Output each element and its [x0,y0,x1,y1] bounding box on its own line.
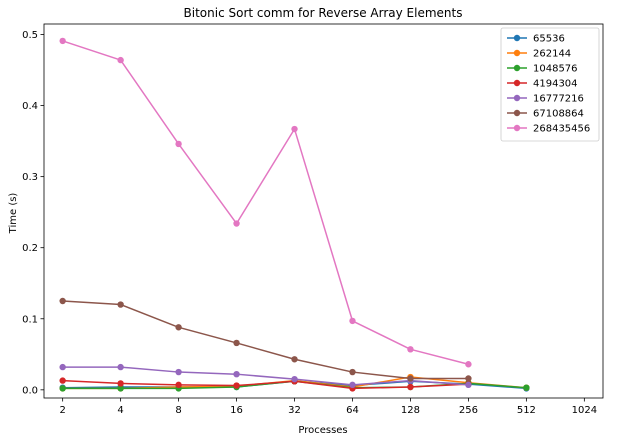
series-268435456 [59,37,472,368]
x-tick-label: 256 [459,405,478,416]
legend-label: 1048576 [533,64,578,75]
data-point-67108864-128 [407,375,414,382]
plot-area [59,37,530,392]
legend-item-65536: 65536 [507,34,565,45]
data-point-67108864-8 [175,324,182,331]
legend-item-262144: 262144 [507,49,571,60]
y-tick-label: 0.3 [22,172,38,183]
data-point-16777216-8 [175,368,182,376]
x-tick-label: 64 [346,405,359,416]
data-point-16777216-2 [59,363,66,371]
data-point-268435456-4 [117,56,124,64]
data-point-268435456-2 [59,37,66,45]
legend-label: 268435456 [533,124,590,135]
legend-label: 65536 [533,34,565,45]
data-point-16777216-32 [291,375,298,383]
x-tick-label: 1024 [572,405,597,416]
data-point-16777216-16 [233,370,240,378]
data-point-16777216-4 [117,363,124,371]
legend-label: 262144 [533,49,571,60]
legend-label: 67108864 [533,109,584,120]
data-point-4194304-128 [407,383,414,391]
data-point-1048576-512 [523,384,530,391]
legend-label: 4194304 [533,79,578,90]
legend-item-16777216: 16777216 [507,94,584,105]
data-point-67108864-16 [233,339,240,347]
y-tick-label: 0.1 [22,314,38,325]
x-tick-label: 512 [517,405,536,416]
axes: 2 4 8 16 32 64 128 256 512 1024 0.0 0.1 0.2 0.3 0.4 0.5 [22,23,604,416]
x-tick-label: 32 [288,405,301,416]
y-tick-label: 0.5 [22,30,38,41]
series-67108864 [59,297,472,382]
series-line-67108864 [62,300,469,380]
data-point-4194304-8 [175,381,182,389]
data-point-67108864-256 [465,375,472,382]
legend-label: 16777216 [533,94,584,105]
axes-frame [43,23,604,399]
x-tick-label: 16 [230,405,243,416]
data-point-16777216-64 [349,381,356,389]
y-tick-label: 0.0 [22,385,38,396]
y-axis-label: Time (s) [8,193,19,235]
y-tick-label: 0.4 [22,101,38,112]
legend-marker [513,109,521,117]
y-tick-label: 0.2 [22,243,38,254]
chart-title: Bitonic Sort comm for Reverse Array Elem… [184,6,463,20]
legend-marker [513,124,521,132]
x-tick-label: 4 [117,405,123,416]
series-line-4194304 [62,379,469,390]
legend: 65536 262144 1048576 4194304 16777216 6710886… [500,27,600,142]
legend-marker [513,49,521,57]
legend-marker [513,34,521,42]
data-point-268435456-16 [233,220,240,227]
data-point-1048576-2 [59,385,66,392]
data-point-67108864-4 [117,301,124,308]
legend-marker [513,64,521,72]
data-point-268435456-128 [407,346,414,353]
legend-item-67108864: 67108864 [507,109,584,120]
x-tick-label: 2 [59,405,65,416]
data-point-268435456-32 [291,125,298,133]
data-point-67108864-2 [59,297,66,305]
data-point-268435456-256 [465,361,472,368]
series-line-16777216 [62,366,469,386]
data-point-4194304-16 [233,382,240,389]
legend-marker [513,94,521,102]
data-point-4194304-4 [117,380,124,387]
data-point-67108864-64 [349,368,356,376]
data-point-4194304-2 [59,377,66,384]
data-point-268435456-8 [175,140,182,148]
x-tick-label: 8 [175,405,181,416]
legend-item-1048576: 1048576 [507,64,578,75]
series-line-268435456 [62,40,469,365]
x-axis-label: Processes [298,425,347,436]
x-tick-label: 128 [401,405,420,416]
legend-item-4194304: 4194304 [507,79,578,90]
data-point-268435456-64 [349,317,356,325]
data-point-16777216-256 [465,381,472,389]
data-point-1048576-4 [117,385,124,392]
legend-item-268435456: 268435456 [507,124,590,135]
data-point-67108864-32 [291,356,298,363]
legend-marker [513,79,521,87]
